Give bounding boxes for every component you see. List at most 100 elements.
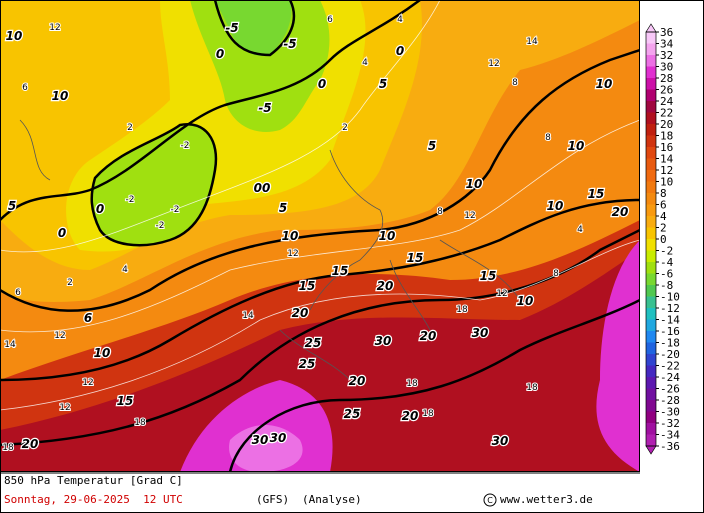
contour-label: 6 bbox=[84, 311, 92, 325]
copyright-symbol-c: C bbox=[487, 496, 493, 505]
colorbar-label: 14 bbox=[660, 153, 674, 166]
isoline-label: 6 bbox=[327, 15, 333, 25]
colorbar-label: 2 bbox=[660, 222, 667, 235]
colorbar-segment bbox=[646, 147, 656, 159]
isoline-label: 2 bbox=[127, 123, 133, 133]
isoline-label: 12 bbox=[488, 59, 499, 69]
isoline-label: 6 bbox=[15, 288, 21, 298]
isoline-label: 18 bbox=[134, 418, 146, 428]
contour-label: 15 bbox=[588, 187, 605, 201]
copyright: www.wetter3.de bbox=[500, 493, 593, 506]
contour-label: 30 bbox=[492, 434, 509, 448]
colorbar-label: 4 bbox=[660, 210, 667, 223]
colorbar-segment bbox=[646, 112, 656, 125]
isoline-label: 18 bbox=[526, 383, 538, 393]
contour-label: 10 bbox=[379, 229, 396, 243]
colorbar-segment bbox=[646, 216, 656, 228]
isoline-label: 4 bbox=[397, 15, 403, 25]
contour-label: 15 bbox=[332, 264, 349, 278]
contour-label: 30 bbox=[252, 433, 269, 447]
contour-label: 10 bbox=[94, 346, 111, 360]
colorbar-segment bbox=[646, 32, 656, 44]
contour-label: 0 bbox=[96, 202, 104, 216]
colorbar: 363432302826242220181614121086420-2-4-6-… bbox=[645, 23, 680, 455]
colorbar-segment bbox=[646, 411, 656, 424]
contour-label: -5 bbox=[283, 37, 296, 51]
colorbar-segment bbox=[646, 78, 656, 90]
colorbar-label: 26 bbox=[660, 84, 673, 97]
colorbar-segment bbox=[646, 285, 656, 297]
title: 850 hPa Temperatur [Grad C] bbox=[4, 474, 183, 487]
colorbar-segment bbox=[646, 354, 656, 366]
field-cold bbox=[190, 0, 330, 132]
isoline-label: 12 bbox=[496, 289, 507, 299]
isolines bbox=[0, 0, 640, 411]
colorbar-segment bbox=[646, 158, 656, 171]
colorbar-segment bbox=[646, 319, 656, 332]
colorbar-label: 18 bbox=[660, 130, 673, 143]
contour-label: 25 bbox=[305, 336, 322, 350]
contour-label: 30 bbox=[375, 334, 392, 348]
contour-label: 10 bbox=[52, 89, 69, 103]
colorbar-segment bbox=[646, 227, 656, 240]
colorbar-label: 16 bbox=[660, 141, 673, 154]
field-cold bbox=[91, 124, 216, 246]
contour-label: 30 bbox=[472, 326, 489, 340]
contour-label: -5 bbox=[258, 101, 271, 115]
isoline-label: -2 bbox=[181, 141, 190, 151]
field-extreme bbox=[229, 425, 303, 472]
colorbar-segment bbox=[646, 273, 656, 286]
colorbar-segment bbox=[646, 89, 656, 102]
isoline-label: 2 bbox=[67, 278, 73, 288]
colorbar-segment bbox=[646, 331, 656, 343]
isoline-label: 12 bbox=[464, 211, 475, 221]
colorbar-label: -2 bbox=[660, 245, 673, 258]
isoline-label: 18 bbox=[422, 409, 434, 419]
contour-label: 0 bbox=[58, 226, 66, 240]
colorbar-segment bbox=[646, 342, 656, 355]
colorbar-label: 20 bbox=[660, 118, 673, 131]
contour-label: 10 bbox=[568, 139, 585, 153]
isoline-label: 12 bbox=[59, 403, 70, 413]
colorbar-label: 30 bbox=[660, 61, 673, 74]
contour-label: 5 bbox=[428, 139, 436, 153]
colorbar-label: 36 bbox=[660, 26, 673, 39]
contours bbox=[0, 0, 640, 472]
contour-label: 5 bbox=[379, 77, 387, 91]
contour-label: 20 bbox=[22, 437, 39, 451]
run: (Analyse) bbox=[302, 493, 362, 506]
colorbar-segment bbox=[646, 296, 656, 309]
isoline-label: 4 bbox=[122, 265, 128, 275]
contour-label: 10 bbox=[547, 199, 564, 213]
colorbar-label: -24 bbox=[660, 371, 680, 384]
colorbar-segment bbox=[646, 204, 656, 217]
contour-label: 25 bbox=[344, 407, 361, 421]
contour-label: 15 bbox=[117, 394, 134, 408]
colorbar-label: 24 bbox=[660, 95, 674, 108]
colorbar-segment bbox=[646, 400, 656, 412]
contour-label: 20 bbox=[292, 306, 309, 320]
isoline-label: 18 bbox=[456, 305, 468, 315]
isoline-label: 12 bbox=[54, 331, 65, 341]
colorbar-label: -8 bbox=[660, 279, 673, 292]
isoline-label: 18 bbox=[406, 379, 418, 389]
isoline-label: 18 bbox=[2, 443, 14, 453]
isoline-label: -2 bbox=[156, 221, 165, 231]
isoline-label: 12 bbox=[287, 249, 298, 259]
colorbar-label: 22 bbox=[660, 107, 673, 120]
colorbar-label: -18 bbox=[660, 337, 680, 350]
colorbar-segment bbox=[646, 434, 656, 447]
contour-label: 15 bbox=[407, 251, 424, 265]
isoline-label: 14 bbox=[526, 37, 538, 47]
contour-label: 00 bbox=[254, 181, 271, 195]
colorbar-label: 6 bbox=[660, 199, 667, 212]
field-colder bbox=[215, 0, 292, 56]
contour-label: 20 bbox=[612, 205, 629, 219]
contour-label: 20 bbox=[377, 279, 394, 293]
isoline-label: 8 bbox=[437, 207, 443, 217]
contour-label: 20 bbox=[420, 329, 437, 343]
colorbar-segment bbox=[646, 124, 656, 136]
isoline-label: -2 bbox=[171, 205, 180, 215]
date: Sonntag, 29-06-2025 12 UTC bbox=[4, 493, 183, 506]
isoline-label: 6 bbox=[22, 83, 28, 93]
